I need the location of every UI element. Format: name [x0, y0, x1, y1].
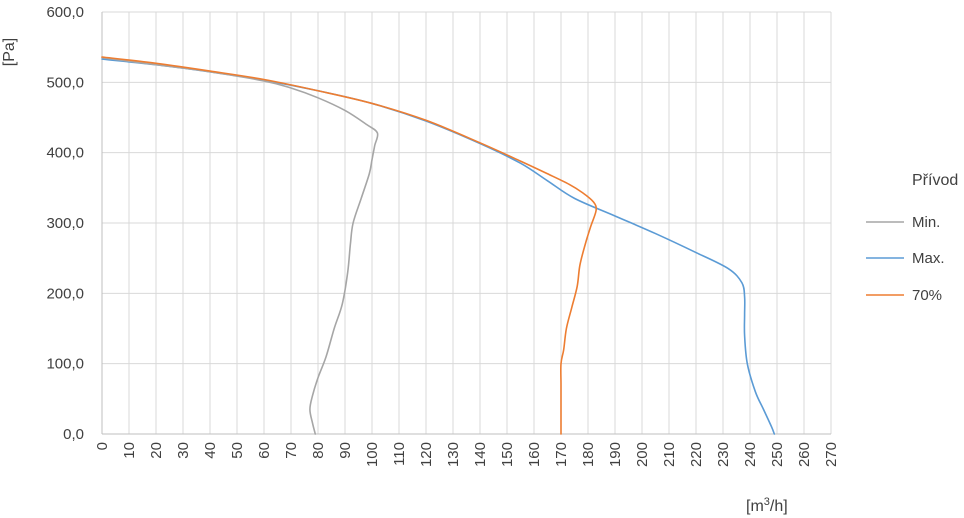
- x-tick-label: 70: [283, 442, 300, 459]
- x-tick-label: 170: [553, 442, 570, 467]
- x-tick-label: 10: [121, 442, 138, 459]
- x-tick-label: 200: [634, 442, 651, 467]
- x-tick-labels: 0 10 20 30 40 50 60 70 80 90 100 110 120 130 140 150 160…: [94, 442, 840, 467]
- axes: [101, 12, 831, 435]
- y-tick-label: 100,0: [46, 356, 84, 373]
- x-tick-label: 40: [202, 442, 219, 459]
- y-axis-title: [Pa]: [1, 38, 18, 66]
- x-tick-label: 0: [94, 442, 111, 450]
- x-tick-label: 60: [256, 442, 273, 459]
- y-tick-label: 200,0: [46, 285, 84, 302]
- x-tick-label: 120: [418, 442, 435, 467]
- x-tick-label: 20: [148, 442, 165, 459]
- x-tick-label: 260: [796, 442, 813, 467]
- legend-items: Min. Max. 70%: [866, 214, 945, 304]
- x-tick-label: 100: [364, 442, 381, 467]
- x-axis-title-end: /h]: [770, 498, 788, 515]
- x-tick-label: 30: [175, 442, 192, 459]
- grid: [102, 11, 832, 434]
- x-axis-title: [m3/h]: [746, 496, 788, 515]
- x-tick-label: 240: [742, 442, 759, 467]
- x-axis-title-main: [m: [746, 498, 764, 515]
- legend: Přívod Min. Max. 70%: [866, 172, 958, 304]
- x-tick-label: 190: [607, 442, 624, 467]
- y-tick-label: 400,0: [46, 145, 84, 162]
- x-tick-label: 90: [337, 442, 354, 459]
- y-tick-label: 500,0: [46, 74, 84, 91]
- legend-label-min: Min.: [912, 214, 940, 231]
- x-tick-label: 230: [715, 442, 732, 467]
- legend-title: Přívod: [912, 172, 958, 189]
- x-tick-label: 210: [661, 442, 678, 467]
- y-tick-labels: 0,0 100,0 200,0 300,0 400,0 500,0 600,0: [46, 4, 84, 443]
- y-tick-label: 300,0: [46, 215, 84, 232]
- legend-label-70pct: 70%: [912, 287, 942, 304]
- plot-lines: [101, 56, 776, 435]
- x-axis-title-superscript: 3: [764, 496, 770, 508]
- y-tick-label: 0,0: [63, 426, 84, 443]
- x-tick-label: 80: [310, 442, 327, 459]
- series-line-70pct: [101, 56, 598, 435]
- legend-label-max: Max.: [912, 250, 945, 267]
- x-tick-label: 180: [580, 442, 597, 467]
- x-tick-label: 110: [391, 442, 408, 466]
- x-tick-label: 160: [526, 442, 543, 467]
- x-tick-label: 270: [823, 442, 840, 467]
- x-tick-label: 130: [445, 442, 462, 467]
- y-tick-label: 600,0: [46, 4, 84, 21]
- x-tick-label: 140: [472, 442, 489, 467]
- x-tick-label: 50: [229, 442, 246, 459]
- x-tick-label: 220: [688, 442, 705, 467]
- series-line-min: [101, 56, 379, 435]
- x-tick-label: 250: [769, 442, 786, 467]
- series-line-max: [101, 58, 776, 435]
- x-tick-label: 150: [499, 442, 516, 467]
